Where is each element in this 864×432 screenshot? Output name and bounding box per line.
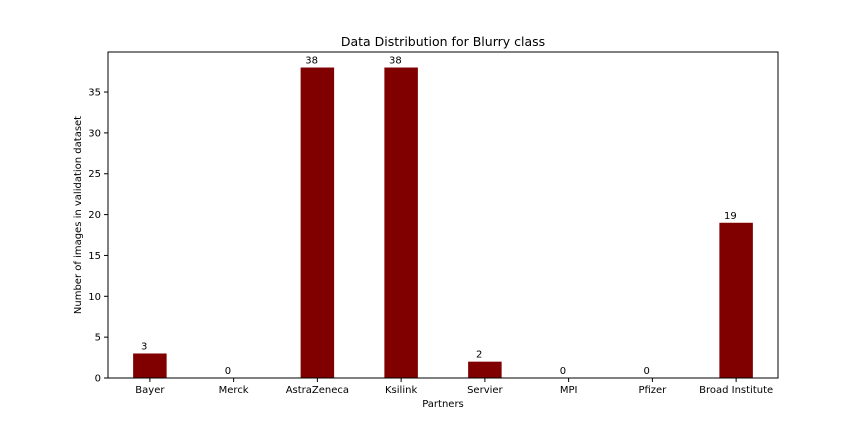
x-tick-label: AstraZeneca	[286, 385, 349, 396]
data-label-ksilink: 38	[389, 56, 402, 67]
data-label-astrazeneca: 38	[305, 56, 318, 67]
y-tick-label: 25	[88, 169, 101, 180]
data-label-mpi: 0	[560, 366, 566, 377]
y-tick-label: 35	[88, 88, 101, 99]
x-tick-label: MPI	[560, 385, 578, 396]
bar-broad-institute	[719, 222, 753, 378]
chart-title: Data Distribution for Blurry class	[341, 34, 545, 49]
y-axis-label: Number of images in validation dataset	[73, 116, 84, 314]
bar-bayer	[133, 353, 167, 378]
x-tick-label: Broad Institute	[699, 385, 773, 396]
x-tick-label: Merck	[219, 385, 249, 396]
x-tick-label: Bayer	[135, 385, 165, 396]
bar-astrazeneca	[300, 67, 335, 379]
bar-ksilink	[384, 67, 418, 379]
data-label-merck: 0	[225, 366, 231, 377]
bar-servier	[468, 361, 502, 378]
data-label-pfizer: 0	[643, 366, 649, 377]
data-labels-group: 3 0 38 38 2 0 0 19	[141, 56, 737, 377]
y-axis: 0 5 10 15 20 25 30 35	[88, 88, 108, 385]
x-axis: Bayer Merck AstraZeneca Ksilink Servier MPI Pf…	[135, 378, 773, 396]
y-tick-label: 0	[95, 374, 101, 385]
x-tick-label: Pfizer	[638, 385, 667, 396]
y-tick-label: 15	[88, 251, 101, 262]
plot-area-frame	[107, 51, 779, 379]
y-tick-label: 30	[88, 128, 101, 139]
x-tick-label: Servier	[467, 385, 503, 396]
y-tick-label: 10	[88, 292, 101, 303]
data-label-servier: 2	[476, 350, 482, 361]
y-tick-label: 20	[88, 210, 101, 221]
x-tick-label: Ksilink	[385, 385, 417, 396]
data-label-broad-institute: 19	[724, 211, 737, 222]
y-tick-label: 5	[95, 333, 101, 344]
data-label-bayer: 3	[141, 341, 147, 352]
x-axis-label: Partners	[422, 399, 464, 410]
bars-group	[133, 67, 753, 379]
